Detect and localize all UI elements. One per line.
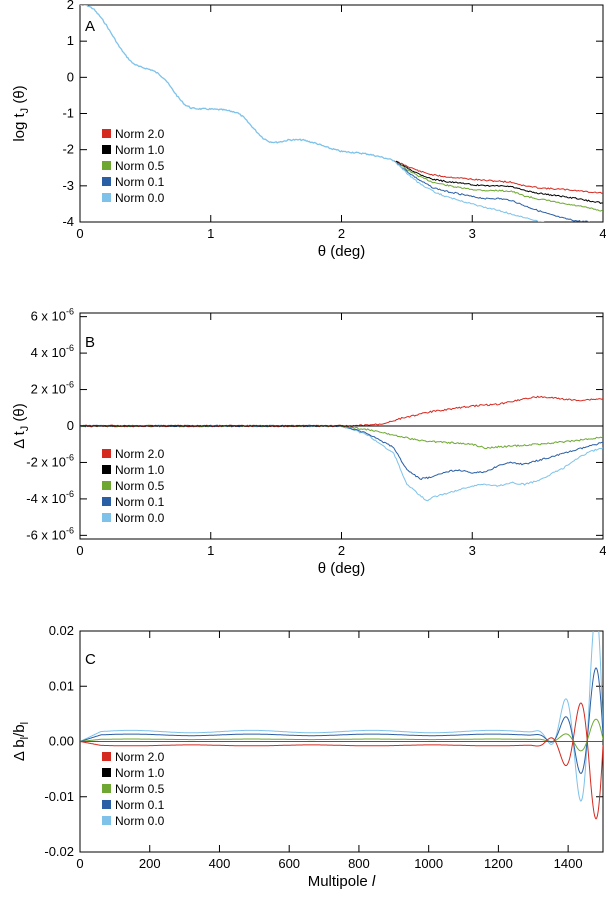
panel-tag: A bbox=[85, 18, 95, 35]
legend-swatch bbox=[102, 784, 111, 793]
plot-frame bbox=[79, 4, 604, 223]
y-tick-label: 6 x 10-6 bbox=[31, 307, 74, 324]
x-tick-label: 1400 bbox=[554, 856, 583, 871]
legend-swatch bbox=[102, 449, 111, 458]
y-tick-label: 1 bbox=[67, 33, 74, 48]
x-axis-label: Multipole l bbox=[308, 873, 376, 890]
x-tick-label: 1 bbox=[207, 543, 214, 558]
legend-label: Norm 0.0 bbox=[115, 814, 165, 828]
series-line bbox=[393, 160, 590, 222]
y-tick-label: 0.00 bbox=[49, 734, 74, 749]
series-line bbox=[80, 667, 603, 774]
y-tick-label: 0.02 bbox=[49, 623, 74, 638]
y-tick-label: -3 bbox=[62, 178, 74, 193]
x-tick-label: 400 bbox=[209, 856, 231, 871]
legend-swatch bbox=[102, 465, 111, 474]
legend-label: Norm 1.0 bbox=[115, 143, 165, 157]
x-tick-label: 0 bbox=[76, 226, 83, 241]
y-axis-label: log tJ (θ) bbox=[11, 85, 31, 141]
x-tick-label: 1 bbox=[207, 226, 214, 241]
y-tick-label: -2 bbox=[62, 142, 74, 157]
series-line bbox=[80, 702, 603, 820]
legend-swatch bbox=[102, 177, 111, 186]
x-tick-label: 0 bbox=[76, 543, 83, 558]
y-tick-label: 0 bbox=[67, 69, 74, 84]
legend-label: Norm 2.0 bbox=[115, 127, 165, 141]
panel-tag: C bbox=[85, 651, 96, 668]
x-tick-label: 200 bbox=[139, 856, 161, 871]
series-line bbox=[393, 160, 603, 204]
panel-a: 0 1 2 3 4 2 1 0 -1 -2 -3 -4 θ (deg) log tJ (θ) A Norm 2… bbox=[11, 0, 606, 260]
y-tick-label: -6 x 10-6 bbox=[26, 525, 74, 542]
x-tick-label: 4 bbox=[599, 543, 606, 558]
x-tick-label: 2 bbox=[338, 226, 345, 241]
y-tick-label: 2 bbox=[67, 0, 74, 12]
x-axis-label: θ (deg) bbox=[318, 243, 366, 260]
series-line bbox=[80, 631, 603, 802]
y-tick-label: -1 bbox=[62, 106, 74, 121]
panel-tag: B bbox=[85, 334, 95, 351]
legend-label: Norm 0.1 bbox=[115, 495, 165, 509]
series-group bbox=[80, 631, 603, 820]
x-tick-label: 4 bbox=[599, 226, 606, 241]
legend-swatch bbox=[102, 513, 111, 522]
y-axis-label: Δ bl/bl bbox=[11, 722, 31, 761]
legend-swatch bbox=[102, 193, 111, 202]
x-tick-label: 0 bbox=[76, 856, 83, 871]
legend-label: Norm 2.0 bbox=[115, 750, 165, 764]
legend-label: Norm 0.0 bbox=[115, 191, 165, 205]
legend-swatch bbox=[102, 800, 111, 809]
legend-label: Norm 1.0 bbox=[115, 463, 165, 477]
x-tick-label: 1200 bbox=[484, 856, 513, 871]
legend-label: Norm 0.5 bbox=[115, 479, 165, 493]
y-axis-label: Δ tJ (θ) bbox=[11, 403, 31, 449]
series-line bbox=[80, 718, 603, 752]
y-tick-label: 4 x 10-6 bbox=[31, 343, 74, 360]
y-tick-label: 2 x 10-6 bbox=[31, 380, 74, 397]
legend-label: Norm 0.0 bbox=[115, 511, 165, 525]
y-tick-label: -0.01 bbox=[44, 789, 74, 804]
panel-c: 0 200 400 600 800 1000 1200 1400 0.02 0.01 0.00 -0.… bbox=[11, 623, 604, 890]
legend-swatch bbox=[102, 816, 111, 825]
x-tick-label: 600 bbox=[278, 856, 300, 871]
series-line bbox=[80, 424, 603, 450]
legend-label: Norm 2.0 bbox=[115, 447, 165, 461]
legend-swatch bbox=[102, 768, 111, 777]
legend-swatch bbox=[102, 145, 111, 154]
x-tick-label: 800 bbox=[348, 856, 370, 871]
series-line-common bbox=[80, 5, 394, 162]
legend-label: Norm 0.1 bbox=[115, 175, 165, 189]
legend-label: Norm 0.5 bbox=[115, 782, 165, 796]
y-tick-label: 0.01 bbox=[49, 678, 74, 693]
y-tick-label: -4 x 10-6 bbox=[26, 489, 74, 506]
y-tick-label: -4 bbox=[62, 214, 74, 229]
x-tick-label: 3 bbox=[469, 226, 476, 241]
legend-swatch bbox=[102, 129, 111, 138]
legend-swatch bbox=[102, 752, 111, 761]
x-axis-label: θ (deg) bbox=[318, 560, 366, 577]
panel-b: 0 1 2 3 4 6 x 10-6 4 x 10-6 2 x 10-6 0 -2 x 10-6 -… bbox=[11, 307, 606, 577]
series-line bbox=[393, 160, 603, 194]
series-line bbox=[393, 160, 545, 222]
y-tick-label: 0 bbox=[67, 418, 74, 433]
series-group bbox=[80, 395, 603, 502]
legend-label: Norm 1.0 bbox=[115, 766, 165, 780]
x-tick-label: 3 bbox=[469, 543, 476, 558]
x-tick-label: 1000 bbox=[414, 856, 443, 871]
series-line bbox=[393, 160, 603, 212]
legend-label: Norm 0.5 bbox=[115, 159, 165, 173]
y-tick-label: -0.02 bbox=[44, 844, 74, 859]
y-tick-label: -2 x 10-6 bbox=[26, 452, 74, 469]
series-line bbox=[80, 395, 603, 428]
legend-swatch bbox=[102, 497, 111, 506]
legend-swatch bbox=[102, 161, 111, 170]
x-tick-label: 2 bbox=[338, 543, 345, 558]
legend-label: Norm 0.1 bbox=[115, 798, 165, 812]
legend-swatch bbox=[102, 481, 111, 490]
series-group bbox=[80, 5, 603, 222]
